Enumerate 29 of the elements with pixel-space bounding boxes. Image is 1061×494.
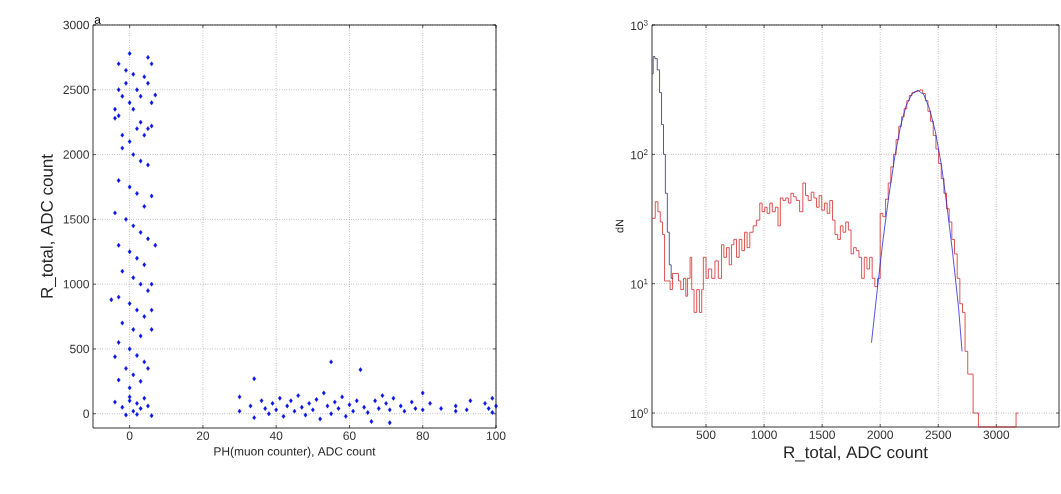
y-axis-title: R_total, ADC count <box>40 154 57 298</box>
y-tick-label: 10$^{2}$ <box>631 149 648 160</box>
x-axis-title: PH(muon counter), ADC count <box>214 446 376 458</box>
y-tick-label: 500 <box>70 344 90 354</box>
x-tick-label: 20 <box>196 431 210 440</box>
x-tick-label: 3000 <box>983 430 1010 439</box>
y-tick-label: 3000 <box>63 20 90 30</box>
x-tick-label: 0 <box>126 431 133 440</box>
line-series <box>871 90 963 352</box>
x-tick-label: 1000 <box>751 430 777 439</box>
y-tick-label: 1000 <box>63 279 90 289</box>
y-tick-label: 1500 <box>63 215 90 224</box>
x-tick-label: 2500 <box>925 430 952 439</box>
y-tick-label: 2500 <box>63 85 90 95</box>
x-tick-label: 60 <box>343 431 356 440</box>
x-tick-label: 80 <box>416 431 429 440</box>
x-tick-label: 1500 <box>809 430 835 439</box>
y-tick-label: 10$^{3}$ <box>631 19 648 30</box>
x-tick-label: 500 <box>696 430 716 439</box>
y-tick-label: 2000 <box>63 150 90 159</box>
y-axis-title: dN <box>615 219 624 233</box>
y-tick-label: 10$^{0}$ <box>631 408 648 419</box>
x-tick-label: 40 <box>269 431 283 440</box>
y-tick-label: 0 <box>83 409 90 418</box>
y-tick-label: 10$^{1}$ <box>631 278 648 289</box>
x-axis-title: R_total, ADC count <box>784 445 928 462</box>
x-tick-label: 100 <box>486 431 506 440</box>
x-tick-label: 2000 <box>867 430 894 439</box>
text: a <box>94 17 101 24</box>
